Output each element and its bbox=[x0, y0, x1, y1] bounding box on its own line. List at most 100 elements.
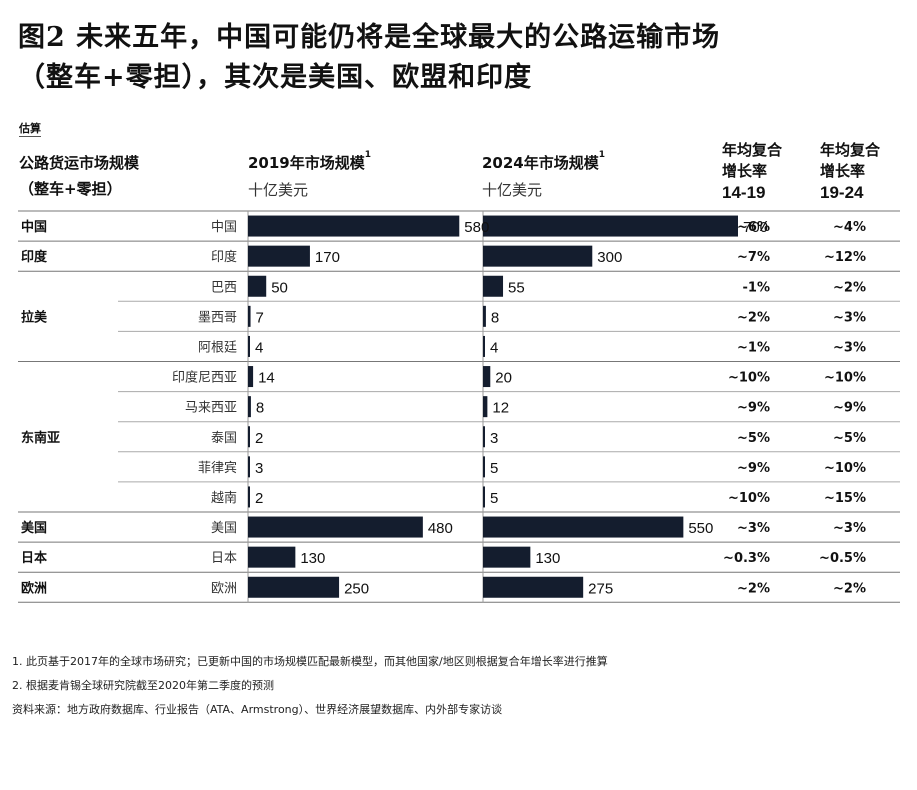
footnotes: 1. 此页基于2017年的全球市场研究；已更新中国的市场规模匹配最新模型，而其他… bbox=[12, 650, 902, 722]
bar-2019 bbox=[248, 366, 254, 388]
country-label: 日本 bbox=[211, 551, 237, 566]
cagr-19-24-value: ~10% bbox=[824, 461, 866, 476]
value-label-2019: 2 bbox=[255, 430, 263, 447]
bar-2019 bbox=[248, 546, 296, 568]
country-label: 泰国 bbox=[211, 431, 237, 446]
value-label-2024: 4 bbox=[490, 339, 498, 356]
bar-2019 bbox=[248, 215, 460, 237]
country-label: 越南 bbox=[211, 490, 237, 506]
cagr-14-19-value: ~7% bbox=[737, 250, 770, 265]
cagr1-line2: 增长率 bbox=[722, 162, 768, 180]
col2024-header-text: 2024年市场规模 bbox=[482, 154, 599, 172]
country-label: 印度 bbox=[211, 249, 237, 265]
cagr-14-19-value: ~0.3% bbox=[723, 551, 770, 566]
value-label-2024: 550 bbox=[688, 520, 713, 537]
cagr2-line2: 增长率 bbox=[820, 162, 866, 180]
country-label: 墨西哥 bbox=[198, 310, 237, 325]
value-label-2024: 12 bbox=[492, 400, 509, 417]
region-label: 东南亚 bbox=[21, 430, 60, 446]
country-label: 菲律宾 bbox=[198, 460, 237, 476]
bar-2019 bbox=[248, 516, 423, 538]
country-label: 巴西 bbox=[211, 280, 237, 295]
value-label-2024: 3 bbox=[490, 430, 498, 447]
cagr1-line1: 年均复合 bbox=[722, 141, 783, 159]
bar-2019 bbox=[248, 335, 250, 357]
bar-2024 bbox=[483, 516, 684, 538]
value-label-2019: 4 bbox=[255, 339, 263, 356]
cagr-19-24-value: ~15% bbox=[824, 491, 866, 506]
region-label: 印度 bbox=[21, 249, 48, 265]
country-label: 印度尼西亚 bbox=[172, 370, 237, 386]
col2019-unit: 十亿美元 bbox=[248, 181, 309, 199]
bar-2019 bbox=[248, 396, 251, 418]
cagr-19-24-value: ~2% bbox=[833, 280, 866, 295]
chart-title-line2: （整车+零担），其次是美国、欧盟和印度 bbox=[18, 62, 533, 93]
cagr-19-24-value: ~12% bbox=[824, 250, 866, 265]
col2024-unit: 十亿美元 bbox=[482, 181, 543, 199]
country-label: 阿根廷 bbox=[198, 340, 237, 355]
value-label-2019: 2 bbox=[255, 490, 263, 507]
col2019-header: 2019年市场规模1 bbox=[248, 150, 371, 173]
value-label-2019: 3 bbox=[255, 460, 263, 477]
bar-2024 bbox=[483, 245, 593, 267]
bar-2024 bbox=[483, 275, 504, 297]
cagr-19-24-value: ~4% bbox=[833, 220, 866, 235]
col2024-footnote-mark: 1 bbox=[598, 150, 606, 160]
cagr-14-19-value: -1% bbox=[743, 280, 770, 295]
country-label: 欧洲 bbox=[211, 581, 237, 596]
bar-2024 bbox=[483, 546, 531, 568]
bar-2019 bbox=[248, 426, 250, 448]
region-label: 日本 bbox=[21, 550, 47, 566]
cagr-14-19-value: ~9% bbox=[737, 401, 770, 416]
cagr-19-24-value: ~9% bbox=[833, 401, 866, 416]
bar-2019 bbox=[248, 486, 250, 508]
cagr-19-24-value: ~3% bbox=[833, 521, 866, 536]
value-label-2019: 7 bbox=[256, 309, 264, 326]
value-label-2019: 580 bbox=[464, 219, 489, 236]
value-label-2019: 170 bbox=[315, 249, 340, 266]
value-label-2024: 8 bbox=[491, 309, 499, 326]
cagr-14-19-value: ~6% bbox=[737, 220, 770, 235]
bar-2024 bbox=[483, 456, 485, 478]
market-header-line2: （整车+零担） bbox=[19, 180, 122, 198]
cagr-19-24-value: ~10% bbox=[824, 371, 866, 386]
footnote-2: 2. 根据麦肯锡全球研究院截至2020年第二季度的预测 bbox=[12, 679, 274, 692]
bar-2019 bbox=[248, 245, 310, 267]
bar-2024 bbox=[483, 366, 491, 388]
cagr-19-24-value: ~5% bbox=[833, 431, 866, 446]
bar-2024 bbox=[483, 215, 738, 237]
cagr-14-19-value: ~2% bbox=[737, 310, 770, 325]
value-label-2024: 275 bbox=[588, 580, 613, 597]
value-label-2019: 50 bbox=[271, 279, 288, 296]
cagr-14-19-value: ~9% bbox=[737, 461, 770, 476]
estimate-label: 估算 bbox=[19, 122, 41, 137]
bar-2019 bbox=[248, 305, 251, 327]
value-label-2019: 480 bbox=[428, 520, 453, 537]
cagr-19-24-value: ~0.5% bbox=[819, 551, 866, 566]
cagr-14-19-value: ~3% bbox=[737, 521, 770, 536]
chart-title: 图2 未来五年，中国可能仍将是全球最大的公路运输市场 （整车+零担），其次是美国… bbox=[18, 18, 898, 98]
region-label: 拉美 bbox=[21, 309, 48, 325]
region-label: 美国 bbox=[21, 520, 47, 536]
cagr-19-24-value: ~3% bbox=[833, 340, 866, 355]
cagr-14-19-header: 年均复合 增长率 14-19 bbox=[722, 140, 782, 203]
value-label-2019: 250 bbox=[344, 580, 369, 597]
bar-2024 bbox=[483, 576, 584, 598]
value-label-2024: 5 bbox=[490, 490, 498, 507]
cagr-14-19-value: ~2% bbox=[737, 581, 770, 596]
cagr-19-24-value: ~2% bbox=[833, 581, 866, 596]
value-label-2019: 8 bbox=[256, 400, 264, 417]
value-label-2024: 5 bbox=[490, 460, 498, 477]
cagr-19-24-value: ~3% bbox=[833, 310, 866, 325]
bar-2019 bbox=[248, 456, 250, 478]
col2019-header-text: 2019年市场规模 bbox=[248, 154, 365, 172]
market-header-line1: 公路货运市场规模 bbox=[19, 154, 140, 172]
chart-title-line1: 图2 未来五年，中国可能仍将是全球最大的公路运输市场 bbox=[18, 22, 721, 53]
value-label-2024: 300 bbox=[597, 249, 622, 266]
value-label-2019: 14 bbox=[258, 370, 275, 387]
country-label: 中国 bbox=[211, 220, 237, 235]
source-note: 资料来源：地方政府数据库、行业报告（ATA、Armstrong）、世界经济展望数… bbox=[12, 703, 503, 716]
cagr-14-19-value: ~1% bbox=[737, 340, 770, 355]
bar-2024 bbox=[483, 426, 485, 448]
